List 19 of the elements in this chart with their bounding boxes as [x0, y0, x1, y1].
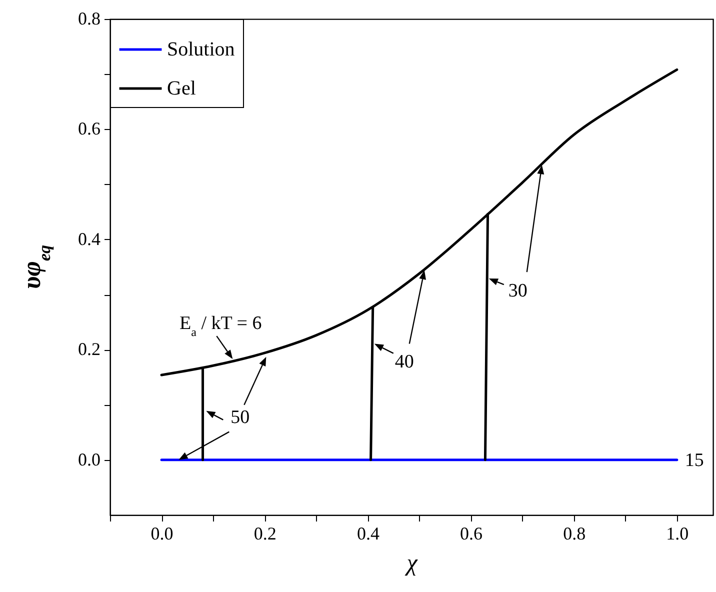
x-axis-title: χ [404, 550, 419, 576]
legend-label: Solution [167, 38, 235, 60]
x-tick-label: 0.8 [563, 524, 586, 544]
annotation: 30 [508, 280, 528, 302]
annotation: 50 [230, 406, 250, 428]
x-tick-label: 0.4 [356, 524, 380, 544]
y-tick-label: 0.2 [78, 339, 100, 360]
y-tick-label: 0.8 [78, 8, 100, 28]
y-tick-label: 0.4 [78, 228, 100, 249]
x-tick-label: 0.2 [254, 524, 276, 544]
x-tick-label: 0.0 [150, 524, 174, 544]
y-tick-label: 0.0 [78, 449, 100, 470]
annotation: 40 [394, 351, 414, 372]
annotation: 15 [684, 450, 704, 471]
annotation: E$_{a}$ / kT = 6 [180, 313, 262, 340]
legend-label: Gel [167, 78, 196, 100]
x-tick-label: 1.0 [666, 524, 689, 544]
y-tick-label: 0.6 [78, 118, 100, 139]
x-tick-label: 0.6 [460, 524, 483, 544]
